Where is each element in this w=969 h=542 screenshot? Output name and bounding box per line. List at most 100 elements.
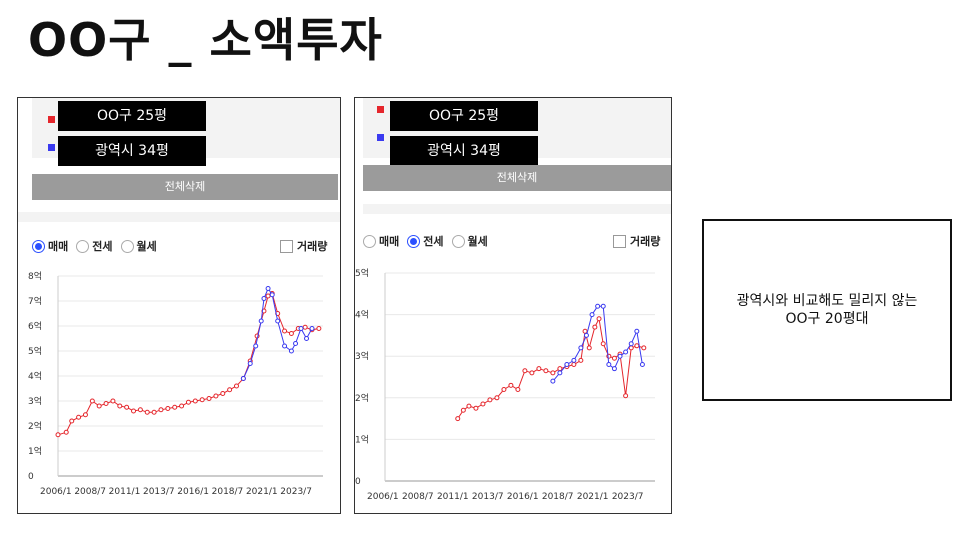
- radio-monthly[interactable]: [120, 239, 134, 253]
- volume-checkbox[interactable]: [280, 239, 293, 253]
- radio-monthly[interactable]: [451, 234, 465, 248]
- data-point-series-1: [557, 366, 563, 372]
- price-panel-sale: OO구 25평 광역시 34평 전체삭제 매매 전세 월세 거래량 0 1억 2억 3…: [17, 97, 341, 514]
- data-point-series-2: [600, 303, 606, 309]
- data-point-series-2: [628, 341, 634, 347]
- data-point-series-2: [578, 345, 584, 351]
- page-title: OO구 _ 소액투자: [28, 13, 383, 67]
- y-tick-label: 0: [28, 472, 34, 482]
- radio-monthly-label[interactable]: 월세: [136, 240, 157, 253]
- y-tick-label: 0: [355, 477, 361, 487]
- clear-all-button[interactable]: 전체삭제: [363, 165, 671, 191]
- data-point-series-1: [596, 316, 602, 322]
- data-point-series-1: [69, 418, 75, 424]
- data-point-series-1: [282, 328, 288, 334]
- data-point-series-1: [89, 398, 95, 404]
- radio-sale-label[interactable]: 매매: [379, 235, 400, 248]
- data-point-series-1: [586, 345, 592, 351]
- y-tick-label: 4억: [355, 309, 369, 321]
- note-line-2: OO구 20평대: [785, 311, 869, 327]
- y-tick-label: 1억: [28, 445, 42, 457]
- data-point-series-2: [639, 362, 645, 368]
- data-point-series-1: [316, 326, 322, 331]
- y-tick-label: 2억: [28, 420, 42, 432]
- x-tick-label: 2013/7: [472, 492, 504, 502]
- radio-jeonse[interactable]: [407, 234, 421, 248]
- data-point-series-1: [151, 409, 157, 415]
- x-tick-label: 2013/7: [143, 487, 175, 497]
- data-point-series-2: [611, 366, 617, 372]
- data-point-series-1: [536, 366, 542, 372]
- volume-label: 거래량: [297, 240, 328, 253]
- data-point-series-2: [261, 296, 267, 301]
- clear-all-button[interactable]: 전체삭제: [32, 174, 338, 200]
- deal-type-radios: 매매 전세 월세: [363, 233, 496, 249]
- x-tick-label: 2021/1: [246, 487, 278, 497]
- data-point-series-1: [466, 403, 472, 409]
- y-tick-label: 3억: [355, 350, 369, 362]
- data-point-series-2: [595, 303, 601, 309]
- radio-sale[interactable]: [363, 234, 376, 248]
- legend-item-series-2[interactable]: 광역시 34평: [58, 136, 206, 166]
- volume-checkbox[interactable]: [613, 234, 626, 248]
- radio-sale[interactable]: [32, 239, 45, 253]
- price-panel-jeonse: OO구 25평 광역시 34평 전체삭제 매매 전세 월세 거래량 0 1억 2억 3…: [354, 97, 672, 514]
- data-point-series-2: [557, 370, 563, 376]
- data-point-series-1: [227, 387, 233, 393]
- data-point-series-1: [529, 370, 535, 376]
- data-point-series-1: [213, 393, 219, 399]
- data-point-series-1: [192, 398, 198, 404]
- x-tick-label: 2016/1: [177, 487, 209, 497]
- data-point-series-2: [240, 376, 246, 381]
- y-tick-label: 5억: [28, 345, 42, 357]
- data-point-series-2: [293, 341, 299, 346]
- y-tick-label: 2억: [355, 392, 369, 404]
- data-point-series-1: [96, 403, 102, 409]
- data-point-series-2: [550, 378, 556, 384]
- series-line-2: [242, 287, 313, 379]
- data-point-series-2: [617, 353, 623, 359]
- data-point-series-1: [592, 324, 598, 330]
- x-tick-label: 2018/7: [212, 487, 244, 497]
- data-point-series-1: [571, 362, 577, 368]
- data-point-series-2: [571, 357, 577, 363]
- data-point-series-1: [117, 403, 123, 409]
- data-point-series-1: [611, 355, 617, 361]
- legend-item-series-2[interactable]: 광역시 34평: [390, 136, 538, 166]
- legend-color-blue: [377, 134, 384, 141]
- data-point-series-1: [288, 331, 294, 336]
- volume-toggle[interactable]: 거래량: [280, 238, 327, 254]
- x-tick-label: 2021/1: [577, 492, 609, 502]
- radio-monthly-label[interactable]: 월세: [467, 235, 488, 248]
- radio-jeonse-label[interactable]: 전세: [423, 235, 444, 248]
- legend-color-red: [48, 116, 55, 123]
- data-point-series-1: [82, 412, 88, 418]
- data-point-series-1: [515, 386, 521, 392]
- y-tick-label: 3억: [28, 395, 42, 407]
- legend-item-series-1[interactable]: OO구 25평: [390, 101, 538, 131]
- data-point-series-1: [582, 328, 588, 334]
- data-point-series-1: [172, 404, 178, 410]
- radio-jeonse[interactable]: [76, 239, 90, 253]
- series-line-2: [552, 305, 643, 382]
- radio-sale-label[interactable]: 매매: [48, 240, 69, 253]
- data-point-series-1: [600, 341, 606, 347]
- legend-color-red: [377, 106, 384, 113]
- x-tick-label: 2011/1: [109, 487, 141, 497]
- data-point-series-2: [634, 328, 640, 334]
- radio-jeonse-label[interactable]: 전세: [92, 240, 113, 253]
- data-point-series-2: [258, 318, 264, 324]
- data-point-series-1: [110, 398, 116, 404]
- note-line-1: 광역시와 비교해도 밀리지 않는: [736, 293, 918, 309]
- data-point-series-2: [275, 318, 281, 324]
- data-point-series-1: [76, 414, 82, 420]
- data-point-series-2: [583, 332, 589, 338]
- y-tick-label: 1억: [355, 433, 369, 445]
- x-tick-label: 2006/1: [367, 492, 399, 502]
- data-point-series-1: [501, 386, 507, 392]
- legend-item-series-1[interactable]: OO구 25평: [58, 101, 206, 131]
- volume-toggle[interactable]: 거래량: [613, 233, 660, 249]
- data-point-series-2: [269, 292, 275, 298]
- data-point-series-2: [298, 326, 304, 331]
- x-tick-label: 2018/7: [542, 492, 574, 502]
